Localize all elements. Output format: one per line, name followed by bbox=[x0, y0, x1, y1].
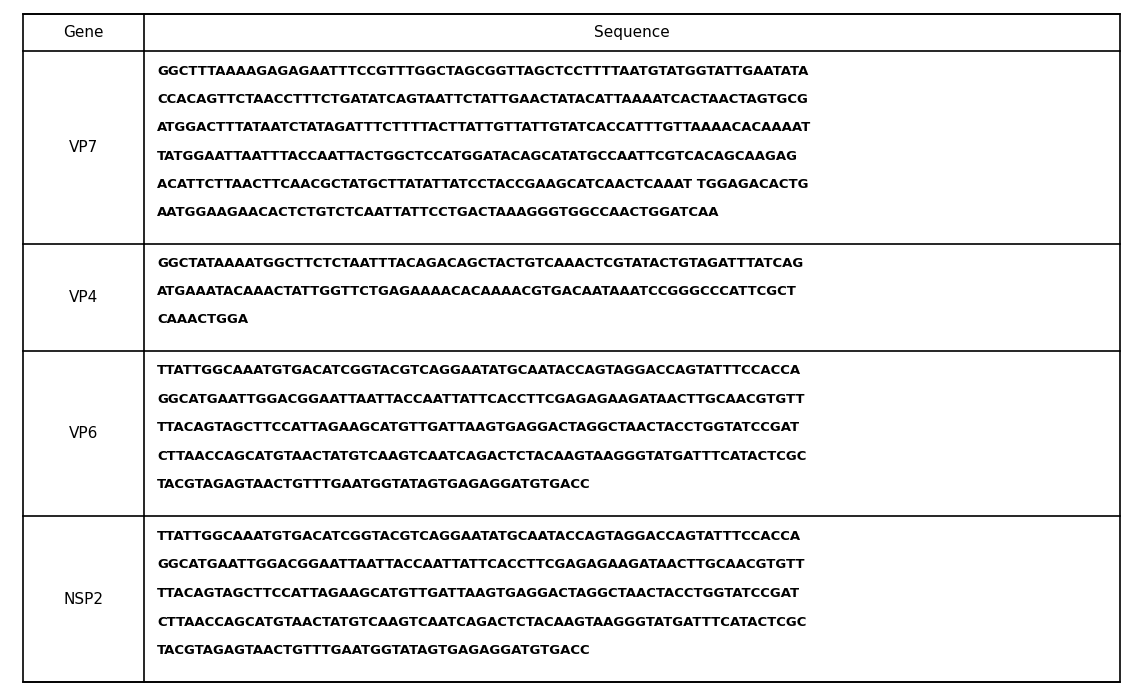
Text: TATGGAATTAATTTACCAATTACTGGCTCCATGGATACAGCATATGCCAATTCGTCACAGCAAGAG: TATGGAATTAATTTACCAATTACTGGCTCCATGGATACAG… bbox=[158, 150, 798, 163]
Text: NSP2: NSP2 bbox=[63, 592, 103, 607]
Text: GGCTATAAAATGGCTTCTCTAATTTACAGACAGCTACTGTCAAACTCGTATACTGTAGATTTATCAG: GGCTATAAAATGGCTTCTCTAATTTACAGACAGCTACTGT… bbox=[158, 257, 804, 270]
Text: AATGGAAGAACACTCTGTCTCAATTATTCCTGACTAAAGGGTGGCCAACTGGATCAA: AATGGAAGAACACTCTGTCTCAATTATTCCTGACTAAAGG… bbox=[158, 206, 720, 219]
Text: TTATTGGCAAATGTGACATCGGTACGTCAGGAATATGCAATACCAGTAGGACCAGTATTTCCACCA: TTATTGGCAAATGTGACATCGGTACGTCAGGAATATGCAA… bbox=[158, 364, 801, 377]
Text: GGCATGAATTGGACGGAATTAATTACCAATTATTCACCTTCGAGAGAAGATAACTTGCAACGTGTT: GGCATGAATTGGACGGAATTAATTACCAATTATTCACCTT… bbox=[158, 558, 805, 571]
Text: Sequence: Sequence bbox=[594, 25, 670, 40]
Text: ATGGACTTTATAATCTATAGATTTCTTTTACTTATTGTTATTGTATCACCATTTGTTAAAACACAAAAT: ATGGACTTTATAATCTATAGATTTCTTTTACTTATTGTTA… bbox=[158, 121, 812, 134]
Text: TTACAGTAGCTTCCATTAGAAGCATGTTGATTAAGTGAGGACTAGGCTAACTACCTGGTATCCGAT: TTACAGTAGCTTCCATTAGAAGCATGTTGATTAAGTGAGG… bbox=[158, 587, 800, 600]
Text: TACGTAGAGTAACTGTTTGAATGGTATAGTGAGAGGATGTGACC: TACGTAGAGTAACTGTTTGAATGGTATAGTGAGAGGATGT… bbox=[158, 644, 591, 657]
Text: TTACAGTAGCTTCCATTAGAAGCATGTTGATTAAGTGAGGACTAGGCTAACTACCTGGTATCCGAT: TTACAGTAGCTTCCATTAGAAGCATGTTGATTAAGTGAGG… bbox=[158, 421, 800, 434]
Text: Gene: Gene bbox=[63, 25, 104, 40]
Text: ACATTCTTAACTTCAACGCTATGCTTATATTATCCTACCGAAGCATCAACTCAAAT TGGAGACACTG: ACATTCTTAACTTCAACGCTATGCTTATATTATCCTACCG… bbox=[158, 178, 809, 191]
Text: CCACAGTTCTAACCTTTCTGATATCAGTAATTCTATTGAACTATACATTAAAATCACTAACTAGTGCG: CCACAGTTCTAACCTTTCTGATATCAGTAATTCTATTGAA… bbox=[158, 93, 808, 106]
Text: VP7: VP7 bbox=[69, 140, 98, 155]
Text: VP4: VP4 bbox=[69, 290, 98, 305]
Text: TTATTGGCAAATGTGACATCGGTACGTCAGGAATATGCAATACCAGTAGGACCAGTATTTCCACCA: TTATTGGCAAATGTGACATCGGTACGTCAGGAATATGCAA… bbox=[158, 530, 801, 543]
Text: VP6: VP6 bbox=[69, 426, 98, 441]
Text: CTTAACCAGCATGTAACTATGTCAAGTCAATCAGACTCTACAAGTAAGGGTATGATTTCATACTCGC: CTTAACCAGCATGTAACTATGTCAAGTCAATCAGACTCTA… bbox=[158, 615, 807, 628]
Text: CAAACTGGA: CAAACTGGA bbox=[158, 313, 248, 326]
Text: GGCATGAATTGGACGGAATTAATTACCAATTATTCACCTTCGAGAGAAGATAACTTGCAACGTGTT: GGCATGAATTGGACGGAATTAATTACCAATTATTCACCTT… bbox=[158, 393, 805, 406]
Text: ATGAAATACAAACTATTGGTTCTGAGAAAACACAAAACGTGACAATAAATCCGGGCCCATTCGCT: ATGAAATACAAACTATTGGTTCTGAGAAAACACAAAACGT… bbox=[158, 285, 797, 298]
Text: CTTAACCAGCATGTAACTATGTCAAGTCAATCAGACTCTACAAGTAAGGGTATGATTTCATACTCGC: CTTAACCAGCATGTAACTATGTCAAGTCAATCAGACTCTA… bbox=[158, 450, 807, 463]
Text: GGCTTTAAAAGAGAGAATTTCCGTTTGGCTAGCGGTTAGCTCCTTTTAATGTATGGTATTGAATATA: GGCTTTAAAAGAGAGAATTTCCGTTTGGCTAGCGGTTAGC… bbox=[158, 65, 808, 78]
Text: TACGTAGAGTAACTGTTTGAATGGTATAGTGAGAGGATGTGACC: TACGTAGAGTAACTGTTTGAATGGTATAGTGAGAGGATGT… bbox=[158, 478, 591, 491]
